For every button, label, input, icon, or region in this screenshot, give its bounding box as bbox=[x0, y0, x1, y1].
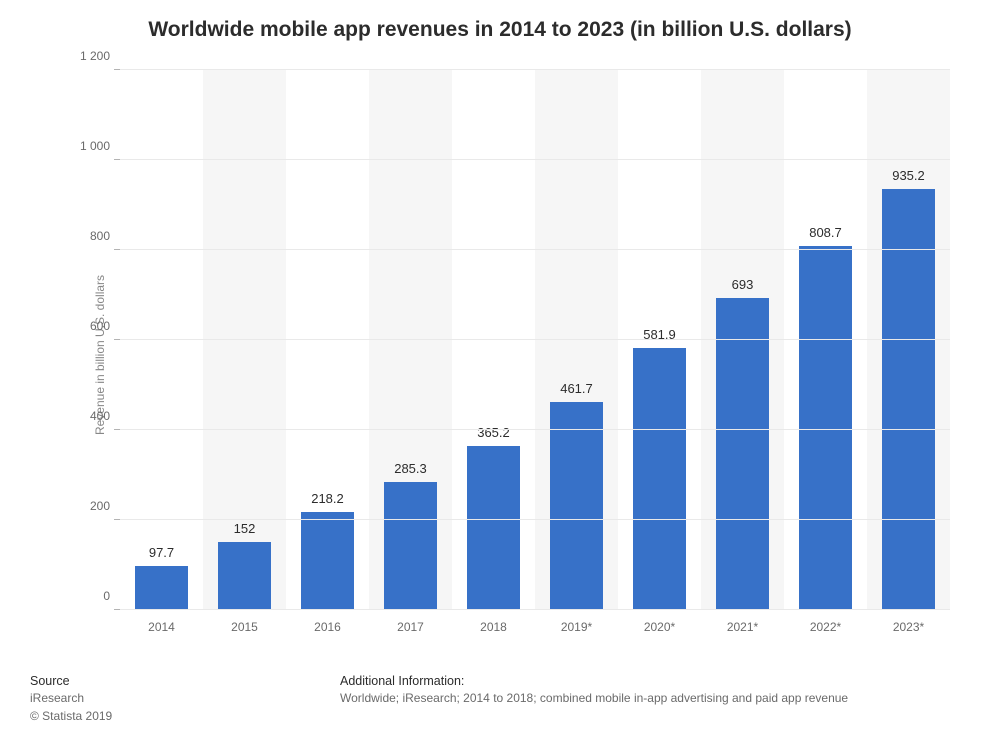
bar bbox=[301, 512, 354, 610]
gridline bbox=[120, 609, 950, 610]
bar-value-label: 808.7 bbox=[809, 225, 842, 240]
bar-slot: 285.32017 bbox=[369, 70, 452, 610]
x-tick-label: 2018 bbox=[480, 620, 507, 634]
x-tick-label: 2014 bbox=[148, 620, 175, 634]
x-tick-label: 2020* bbox=[644, 620, 675, 634]
gridline bbox=[120, 69, 950, 70]
bar bbox=[218, 542, 271, 610]
bar bbox=[384, 482, 437, 610]
x-tick-label: 2016 bbox=[314, 620, 341, 634]
y-tick-mark bbox=[114, 159, 120, 160]
y-tick-label: 1 200 bbox=[80, 49, 120, 63]
y-tick-mark bbox=[114, 339, 120, 340]
bars-container: 97.720141522015218.22016285.32017365.220… bbox=[120, 70, 950, 610]
x-tick-label: 2021* bbox=[727, 620, 758, 634]
bar-value-label: 152 bbox=[234, 521, 256, 536]
bar bbox=[633, 348, 686, 610]
bar-value-label: 365.2 bbox=[477, 425, 510, 440]
y-tick-label: 800 bbox=[90, 229, 120, 243]
bar-value-label: 97.7 bbox=[149, 545, 174, 560]
bar-value-label: 461.7 bbox=[560, 381, 593, 396]
y-tick-label: 1 000 bbox=[80, 139, 120, 153]
gridline bbox=[120, 339, 950, 340]
addl-info-heading: Additional Information: bbox=[340, 674, 848, 688]
x-tick-label: 2019* bbox=[561, 620, 592, 634]
gridline bbox=[120, 159, 950, 160]
y-tick-mark bbox=[114, 519, 120, 520]
source-value: iResearch bbox=[30, 690, 340, 707]
gridline bbox=[120, 519, 950, 520]
y-tick-label: 0 bbox=[103, 589, 120, 603]
y-tick-mark bbox=[114, 249, 120, 250]
bar-value-label: 218.2 bbox=[311, 491, 344, 506]
bar-slot: 6932021* bbox=[701, 70, 784, 610]
addl-info-value: Worldwide; iResearch; 2014 to 2018; comb… bbox=[340, 690, 848, 707]
y-tick-mark bbox=[114, 429, 120, 430]
gridline bbox=[120, 429, 950, 430]
bar bbox=[467, 446, 520, 610]
bar-slot: 461.72019* bbox=[535, 70, 618, 610]
bar-value-label: 935.2 bbox=[892, 168, 925, 183]
x-tick-label: 2023* bbox=[893, 620, 924, 634]
bar-value-label: 285.3 bbox=[394, 461, 427, 476]
bar-slot: 365.22018 bbox=[452, 70, 535, 610]
y-tick-label: 400 bbox=[90, 409, 120, 423]
bar-slot: 808.72022* bbox=[784, 70, 867, 610]
y-tick-label: 200 bbox=[90, 499, 120, 513]
bar bbox=[135, 566, 188, 610]
bar-slot: 218.22016 bbox=[286, 70, 369, 610]
bar bbox=[716, 298, 769, 610]
x-tick-label: 2017 bbox=[397, 620, 424, 634]
plot-area: 97.720141522015218.22016285.32017365.220… bbox=[120, 70, 950, 610]
gridline bbox=[120, 249, 950, 250]
chart-footer: Source iResearch © Statista 2019 Additio… bbox=[30, 674, 970, 725]
chart-area: Revenue in billion U.S. dollars 97.72014… bbox=[60, 60, 970, 650]
y-tick-mark bbox=[114, 609, 120, 610]
bar bbox=[550, 402, 603, 610]
bar-slot: 935.22023* bbox=[867, 70, 950, 610]
y-tick-mark bbox=[114, 69, 120, 70]
x-tick-label: 2015 bbox=[231, 620, 258, 634]
copyright: © Statista 2019 bbox=[30, 708, 340, 725]
bar-slot: 97.72014 bbox=[120, 70, 203, 610]
bar-slot: 1522015 bbox=[203, 70, 286, 610]
bar-value-label: 693 bbox=[732, 277, 754, 292]
bar-slot: 581.92020* bbox=[618, 70, 701, 610]
bar bbox=[882, 189, 935, 610]
y-tick-label: 600 bbox=[90, 319, 120, 333]
chart-title: Worldwide mobile app revenues in 2014 to… bbox=[0, 0, 1000, 42]
source-heading: Source bbox=[30, 674, 340, 688]
x-tick-label: 2022* bbox=[810, 620, 841, 634]
